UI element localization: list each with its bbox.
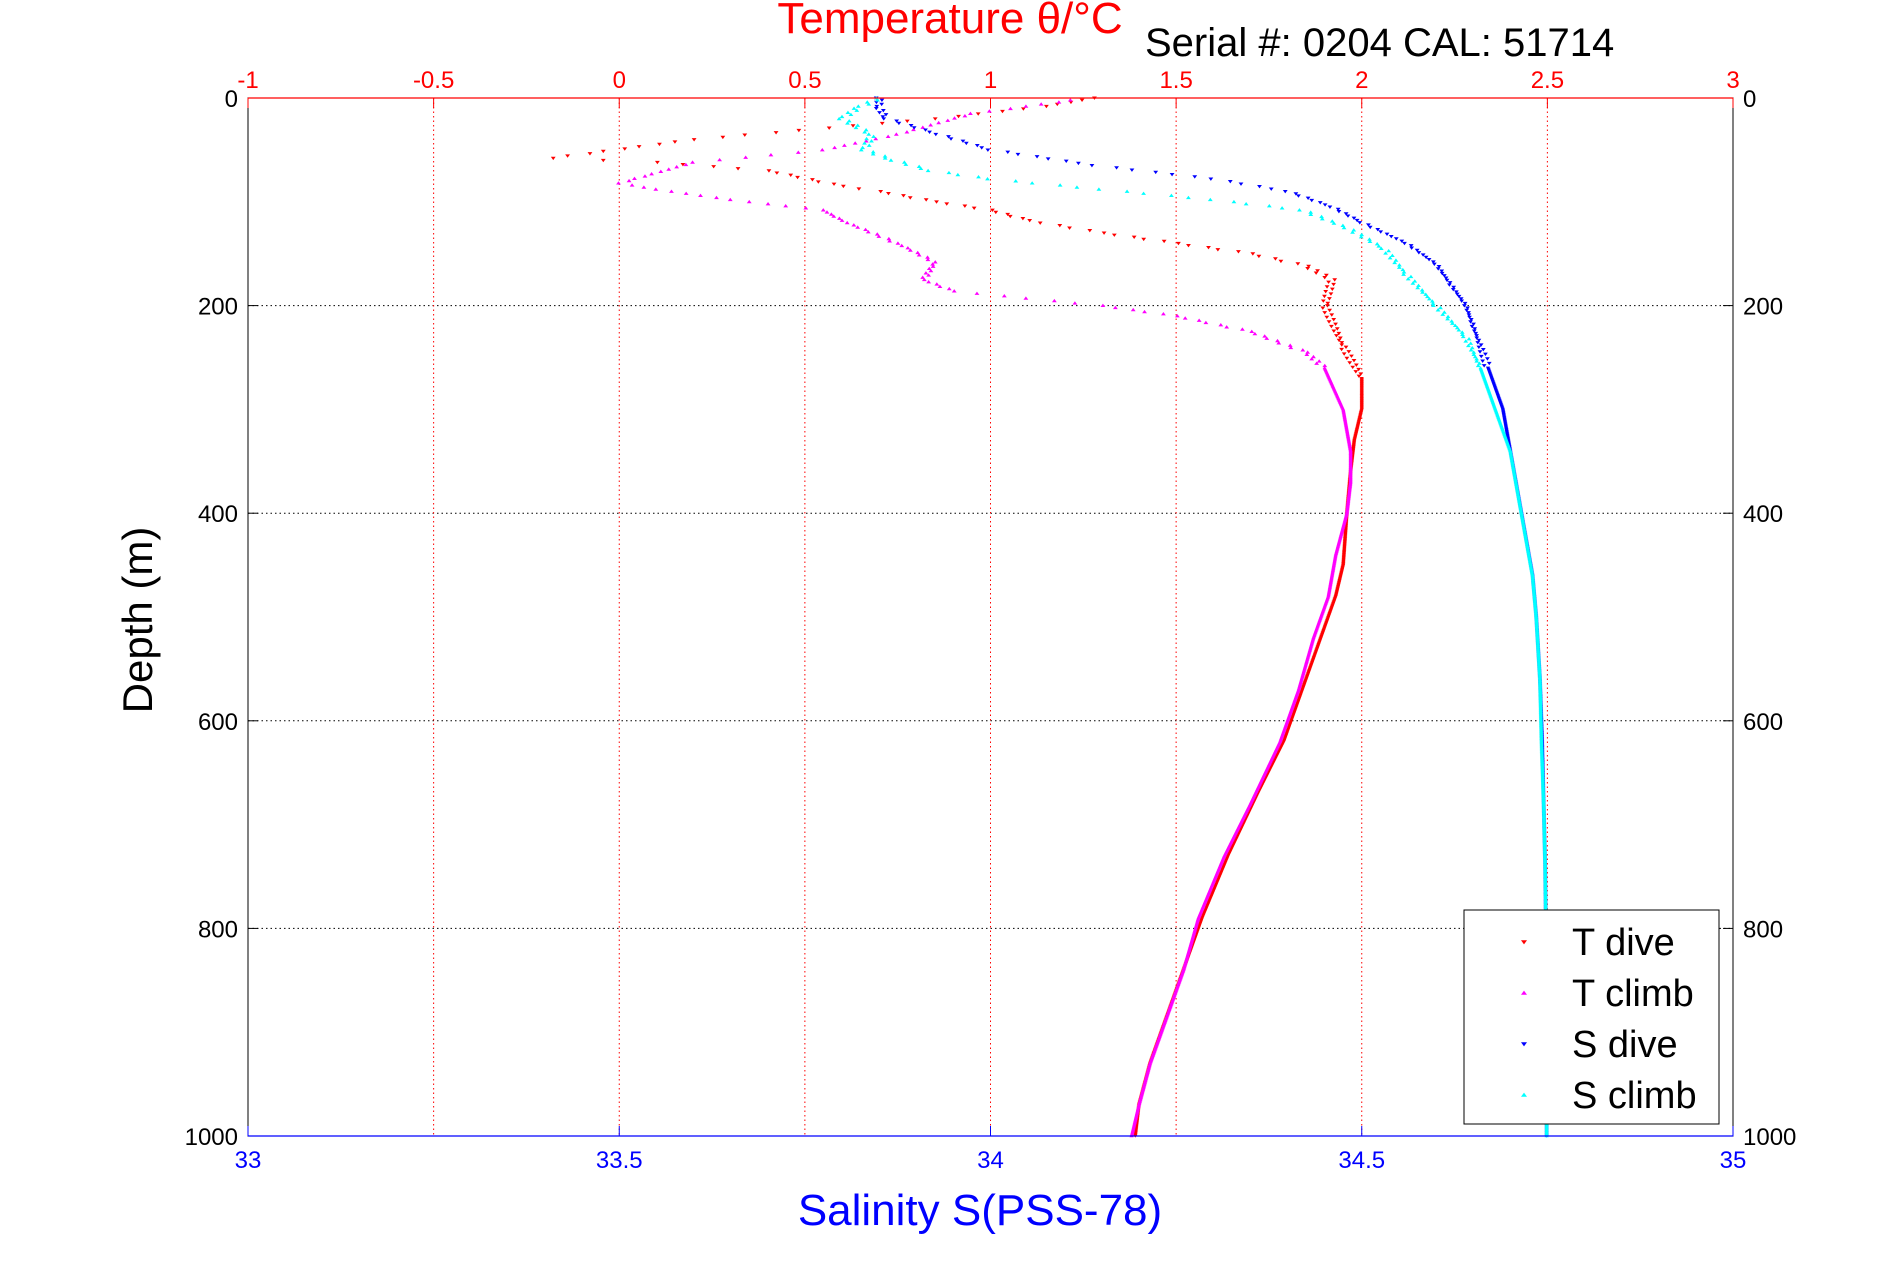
y-tick-label-right: 800 bbox=[1743, 916, 1783, 943]
y-tick-label-left: 1000 bbox=[185, 1124, 238, 1151]
x-axis-label: Salinity S(PSS-78) bbox=[798, 1186, 1162, 1235]
top-tick-label: 2 bbox=[1355, 67, 1368, 94]
legend-item: S dive bbox=[1521, 1024, 1678, 1066]
bottom-tick-label: 33 bbox=[235, 1147, 262, 1174]
y-tick-label-right: 0 bbox=[1743, 86, 1756, 113]
chart-subtitle: Serial #: 0204 CAL: 51714 bbox=[1145, 21, 1614, 65]
y-tick-label-left: 0 bbox=[225, 86, 238, 113]
y-tick-label-right: 200 bbox=[1743, 294, 1783, 321]
legend-item: T climb bbox=[1521, 973, 1694, 1015]
legend-marker bbox=[1521, 1042, 1527, 1047]
top-tick-label: 3 bbox=[1726, 67, 1739, 94]
y-tick-label-right: 1000 bbox=[1743, 1124, 1796, 1151]
legend-marker bbox=[1521, 990, 1527, 995]
legend-box bbox=[1463, 909, 1720, 1125]
legend: T dive T climb S dive S climb bbox=[1463, 909, 1720, 1125]
top-tick-label: 1 bbox=[984, 67, 997, 94]
legend-label: T dive bbox=[1572, 922, 1675, 964]
y-tick-label-left: 200 bbox=[198, 294, 238, 321]
legend-marker bbox=[1521, 940, 1527, 945]
top-tick-label: 0.5 bbox=[788, 67, 821, 94]
bottom-tick-label: 35 bbox=[1720, 1147, 1747, 1174]
top-tick-label: 0 bbox=[613, 67, 626, 94]
y-tick-label-right: 400 bbox=[1743, 501, 1783, 528]
y-tick-label-right: 600 bbox=[1743, 709, 1783, 736]
grid-lines bbox=[248, 98, 1733, 1136]
y-tick-label-left: 600 bbox=[198, 709, 238, 736]
legend-label: T climb bbox=[1572, 973, 1694, 1015]
top-tick-label: 2.5 bbox=[1531, 67, 1564, 94]
y-axis-label: Depth (m) bbox=[114, 527, 161, 714]
y-tick-label-left: 800 bbox=[198, 916, 238, 943]
legend-item: T dive bbox=[1521, 922, 1675, 964]
legend-label: S climb bbox=[1572, 1075, 1697, 1117]
bottom-tick-label: 34 bbox=[977, 1147, 1004, 1174]
bottom-tick-label: 33.5 bbox=[596, 1147, 643, 1174]
legend-item: S climb bbox=[1521, 1075, 1697, 1117]
axis-ticks: 0 0 200 200 400 400 600 600 800 800 1000 1000 -1 -0.5… bbox=[185, 67, 1797, 1174]
bottom-tick-label: 34.5 bbox=[1338, 1147, 1385, 1174]
top-tick-label: -0.5 bbox=[413, 67, 454, 94]
legend-label: S dive bbox=[1572, 1024, 1678, 1066]
top-tick-label: 1.5 bbox=[1159, 67, 1192, 94]
y-tick-label-left: 400 bbox=[198, 501, 238, 528]
legend-marker bbox=[1521, 1092, 1527, 1097]
chart-title: Temperature θ/°C bbox=[777, 0, 1122, 43]
top-tick-label: -1 bbox=[237, 67, 258, 94]
